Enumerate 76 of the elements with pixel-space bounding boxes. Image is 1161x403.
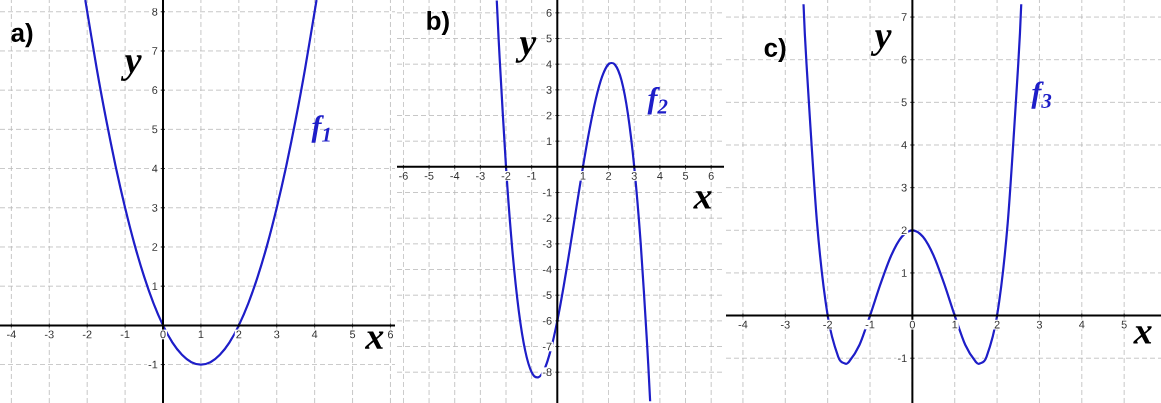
y-tick-label: -5 (542, 291, 552, 300)
series-label: f$_{2}$ (647, 87, 668, 115)
y-tick-label: -4 (542, 265, 552, 274)
x-tick-label: 0 (909, 320, 915, 329)
x-tick-label: 4 (1079, 320, 1085, 329)
x-tick-label: -4 (6, 330, 16, 339)
x-tick-label: 3 (1036, 320, 1043, 329)
y-tick-label: 2 (546, 111, 552, 120)
y-tick-label: -1 (542, 188, 552, 197)
y-tick-label: -8 (542, 368, 552, 377)
x-tick-label: -1 (865, 320, 875, 329)
x-tick-label: -4 (450, 172, 460, 180)
y-tick-label: 5 (152, 125, 158, 134)
x-tick-label: 5 (349, 330, 356, 339)
y-tick-label: -1 (897, 354, 907, 362)
y-tick-label: 6 (901, 55, 907, 64)
series-label: f$_{3}$ (1031, 81, 1052, 109)
y-tick-label: 3 (152, 203, 158, 212)
x-tick-label: -1 (527, 172, 536, 180)
y-tick-label: 2 (901, 226, 907, 235)
x-tick-label: 2 (994, 320, 1000, 329)
y-axis-title: y (120, 55, 142, 81)
x-tick-label: -1 (120, 330, 130, 339)
x-tick-label: 6 (708, 172, 714, 180)
y-tick-label: 1 (901, 269, 907, 277)
x-tick-label: 2 (236, 330, 242, 339)
x-axis-title: x (693, 191, 712, 209)
y-tick-label: 1 (152, 282, 158, 290)
y-tick-label: -2 (542, 214, 552, 223)
x-tick-label: 4 (311, 330, 318, 339)
y-tick-label: 4 (901, 141, 907, 149)
y-tick-label: 1 (546, 137, 552, 145)
text: c) (764, 37, 786, 63)
x-tick-label: -4 (738, 320, 748, 329)
x-tick-label: -3 (475, 172, 485, 180)
y-tick-label: 7 (901, 13, 907, 21)
x-tick-label: -3 (44, 330, 54, 339)
x-tick-label: 1 (198, 330, 204, 339)
x-tick-label: 4 (657, 172, 663, 180)
y-tick-label: 2 (152, 243, 158, 251)
x-tick-label: -3 (780, 320, 790, 329)
x-tick-label: -6 (399, 172, 408, 180)
chart-title: b) (427, 10, 449, 36)
y-tick-label: 4 (151, 164, 158, 173)
y-tick-label: -7 (542, 342, 552, 351)
y-tick-label: 7 (152, 47, 158, 55)
y-tick-label: 3 (546, 85, 552, 94)
y-tick-label: 5 (546, 34, 552, 43)
x-tick-label: -2 (501, 172, 511, 180)
x-axis-title: x (1133, 326, 1152, 344)
x-tick-label: 1 (580, 172, 586, 180)
y-tick-label: 5 (901, 98, 907, 107)
y-tick-label: 3 (901, 183, 907, 192)
x-tick-label: -2 (823, 320, 832, 329)
y-tick-label: 6 (546, 8, 552, 17)
x-tick-label: 6 (387, 330, 394, 339)
y-tick-label: -3 (542, 239, 552, 248)
y-tick-label: 8 (152, 7, 158, 16)
y-axis-title: y (515, 37, 537, 63)
x-tick-label: 5 (682, 172, 689, 180)
x-tick-label: 3 (274, 330, 280, 339)
x-tick-label: -2 (82, 330, 92, 339)
x-axis-title: x (364, 331, 384, 349)
series-label: f$_{1}$ (311, 115, 330, 143)
y-axis-title: y (870, 30, 892, 56)
y-tick-label: -1 (148, 360, 158, 369)
x-tick-label: 3 (631, 172, 637, 180)
text: a) (11, 22, 33, 48)
x-tick-label: 2 (606, 172, 612, 180)
x-tick-label: -5 (424, 172, 434, 180)
x-tick-label: 1 (952, 320, 958, 329)
y-tick-label: 4 (546, 60, 552, 68)
x-tick-label: 0 (160, 330, 166, 339)
line-series (802, 3, 1023, 365)
x-tick-label: 5 (1121, 320, 1127, 329)
y-tick-label: 6 (152, 86, 158, 95)
